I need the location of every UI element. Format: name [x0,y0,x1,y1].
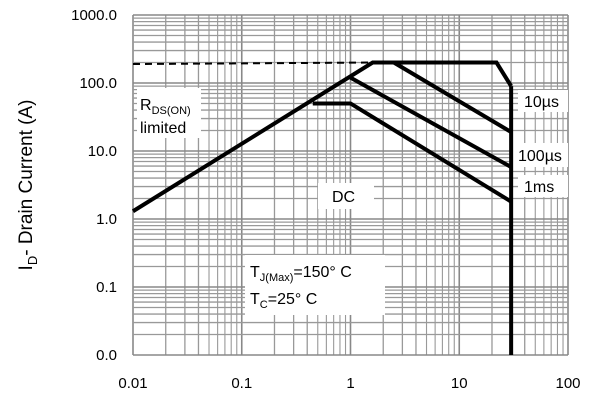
y-tick-label: 1.0 [96,211,117,228]
y-tick-label: 0.1 [96,279,117,296]
y-tick-label: 0.0 [96,347,117,364]
y-label-part: I [16,265,37,270]
annotation-part: =150° C [293,264,351,281]
annotation-part: T [250,264,260,281]
label-background [518,175,568,197]
y-axis-label: ID- Drain Current (A) [16,100,40,271]
y-tick-label: 10.0 [88,143,117,160]
y-label-sub: D [25,256,40,265]
x-tick-label: 1 [346,375,354,392]
x-tick-label: 0.1 [231,375,252,392]
annotation: TJ(Max)=150° C [250,264,352,284]
series-label: 1ms [524,179,554,196]
annotation: RDS(ON) [140,97,191,117]
series-line [132,61,373,66]
annotation-part: J(Max) [260,272,294,284]
x-tick-label: 0.01 [118,375,147,392]
y-tick-label: 100.0 [79,75,117,92]
annotation-part: C [260,299,268,311]
label-background [137,88,201,138]
label-background [245,255,385,315]
series-line [312,101,513,204]
series-label: DC [332,189,355,206]
series-label: 100µs [518,148,562,165]
annotation-part: DS(ON) [152,105,191,117]
series-line [392,60,513,134]
series-line [131,60,513,213]
x-tick-label: 10 [451,375,468,392]
annotation: TC=25° C [250,291,317,311]
y-label-part: - Drain Current (A) [16,100,37,256]
label-background [512,143,568,167]
series-label: 10µs [524,94,559,111]
label-background [318,183,374,209]
annotation-part: limited [140,120,186,137]
x-tick-label: 100 [555,375,580,392]
annotation-part: =25° C [268,291,318,308]
annotation-part: R [140,97,152,114]
y-tick-label: 1000.0 [71,7,117,24]
annotation-part: T [250,291,260,308]
label-background [518,90,568,112]
series-line [349,75,513,169]
annotation: limited [140,120,186,137]
